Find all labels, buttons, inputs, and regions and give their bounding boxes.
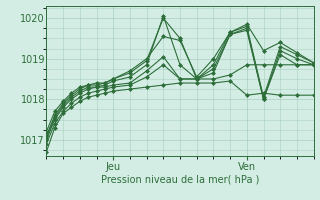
X-axis label: Pression niveau de la mer( hPa ): Pression niveau de la mer( hPa ) xyxy=(101,174,259,184)
